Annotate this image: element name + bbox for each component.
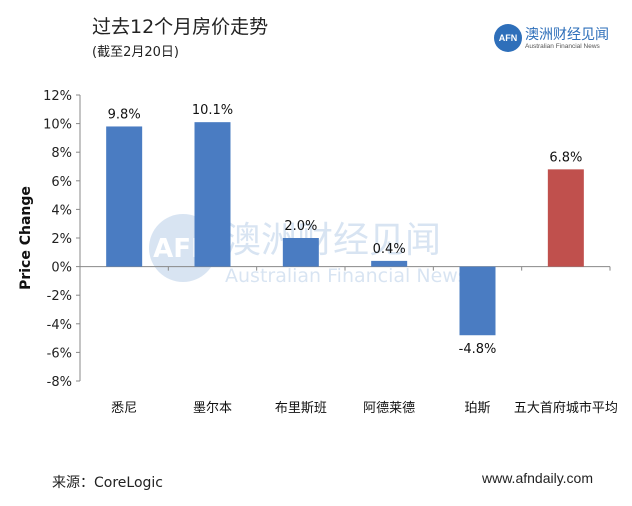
category-label: 墨尔本 (193, 401, 232, 416)
afn-logo-mark: AFN (494, 24, 522, 52)
y-tick-label: -4% (47, 318, 72, 333)
data-label: 0.4% (373, 242, 406, 257)
y-tick-label: -6% (47, 346, 72, 361)
y-tick-label: -8% (47, 375, 72, 390)
afn-logo-name-en: Australian Financial News (525, 43, 600, 50)
afn-logo: AFN 澳洲财经见闻 Australian Financial News (494, 24, 614, 54)
bar (371, 260, 408, 267)
y-tick-label: 0% (51, 261, 72, 276)
y-tick-label: -2% (47, 289, 72, 304)
price-change-chart: AFN 澳洲财经见闻 Australian Financial News 12%… (18, 89, 618, 416)
category-label: 五大首府城市平均 (514, 400, 618, 416)
afn-logo-name-cn: 澳洲财经见闻 (525, 27, 609, 43)
category-label: 阿德莱德 (363, 401, 415, 416)
y-tick-label: 6% (51, 175, 72, 190)
bar (459, 266, 496, 336)
source-note: 来源：CoreLogic (52, 475, 163, 491)
chart-subtitle: (截至2月20日) (92, 45, 179, 60)
data-label: 10.1% (192, 103, 233, 118)
watermark-name-cn: 澳洲财经见闻 (225, 220, 441, 261)
y-tick-label: 10% (43, 118, 72, 133)
y-axis-title: Price Change (18, 186, 34, 290)
category-label: 珀斯 (464, 401, 490, 416)
chart-labels: 9.8% 悉尼 10.1% 墨尔本 2.0% 布里斯班 0.4% 阿德莱德 -4.8% 珀斯 6.8… (108, 103, 618, 416)
chart-title: 过去12个月房价走势 (92, 16, 269, 38)
bar (547, 169, 584, 267)
data-label: 9.8% (108, 107, 141, 122)
data-label: -4.8% (459, 342, 497, 357)
y-tick-label: 4% (51, 203, 72, 218)
website-link[interactable]: www.afndaily.com (482, 470, 594, 486)
category-label: 悉尼 (111, 401, 137, 416)
y-tick-label: 8% (51, 146, 72, 161)
watermark-name-en: Australian Financial News (225, 265, 468, 287)
category-label: 布里斯班 (275, 401, 327, 416)
chart-bars (106, 122, 584, 336)
chart-axes: 12% 10% 8% 6% 4% 2% 0% -2% -4% -6% -8% Price Change (18, 89, 611, 390)
y-tick-label: 12% (43, 89, 72, 104)
bar (282, 238, 319, 267)
y-tick-label: 2% (51, 232, 72, 247)
bar (194, 122, 231, 267)
data-label: 6.8% (549, 150, 582, 165)
bar (106, 126, 143, 267)
data-label: 2.0% (284, 219, 317, 234)
